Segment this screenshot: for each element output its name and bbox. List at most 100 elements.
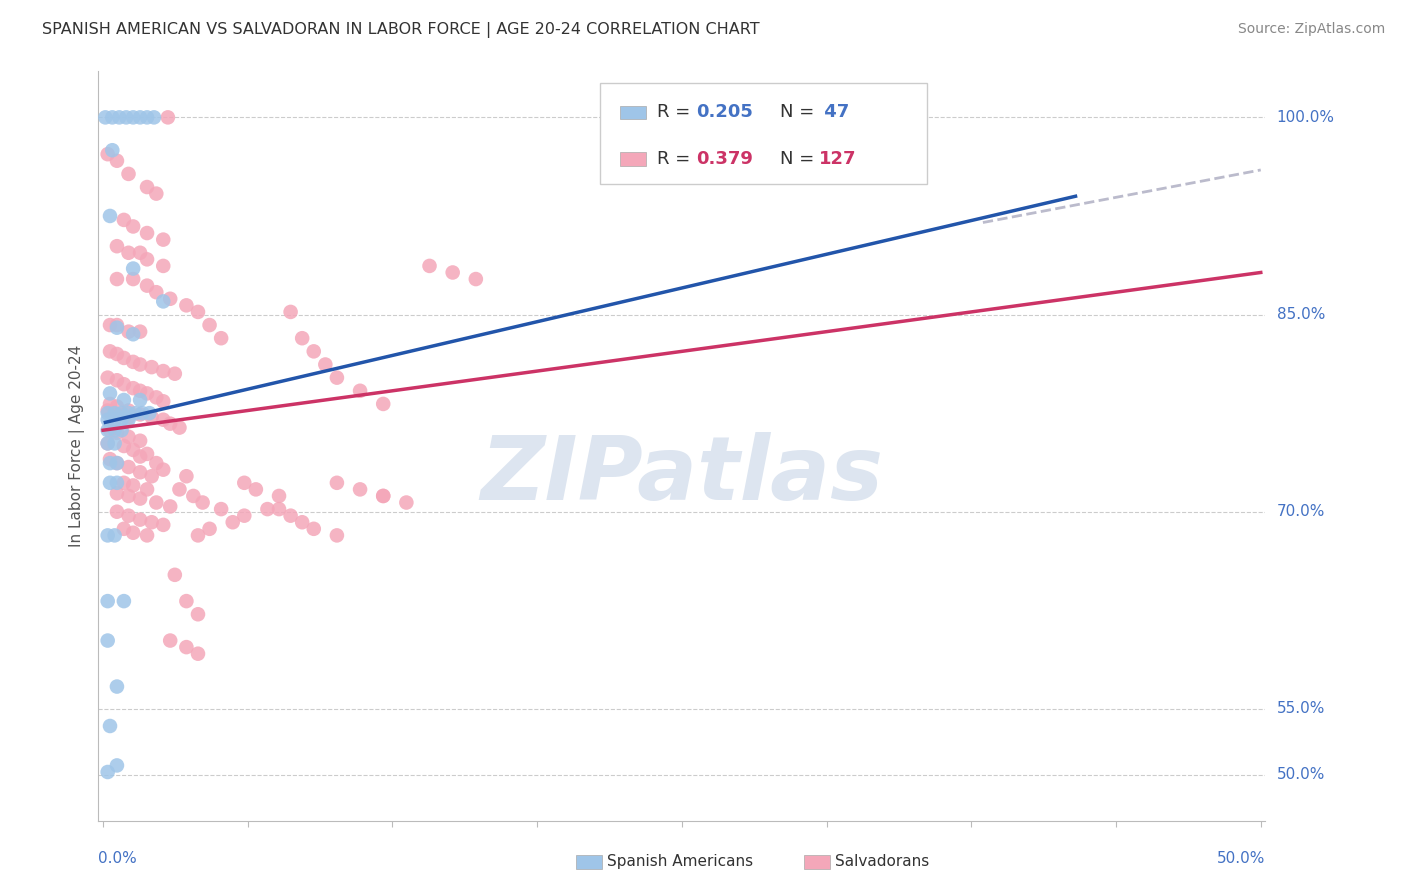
Point: [198, 318, 221, 332]
Text: 100.0%: 100.0%: [1277, 110, 1334, 125]
Point: [145, 495, 167, 509]
Point: [98, 719, 121, 733]
Point: [280, 508, 302, 523]
Point: [105, 475, 128, 490]
Text: Spanish Americans: Spanish Americans: [607, 855, 754, 869]
Point: [97, 633, 120, 648]
Point: [98, 318, 121, 332]
Point: [122, 355, 145, 369]
Point: [97, 370, 120, 384]
Point: [291, 515, 314, 529]
Point: [115, 111, 138, 125]
Text: 70.0%: 70.0%: [1277, 504, 1324, 519]
Point: [176, 594, 198, 608]
Point: [110, 423, 132, 437]
Point: [233, 508, 256, 523]
Text: 47: 47: [818, 103, 849, 121]
Point: [141, 515, 163, 529]
Point: [349, 384, 371, 398]
Text: 0.0%: 0.0%: [98, 851, 138, 866]
Point: [136, 180, 159, 194]
Point: [117, 410, 139, 425]
Point: [131, 406, 153, 420]
Point: [105, 486, 128, 500]
Point: [152, 259, 174, 273]
Point: [105, 456, 128, 470]
Text: 0.205: 0.205: [696, 103, 752, 121]
Point: [141, 410, 163, 425]
Point: [129, 384, 152, 398]
Point: [105, 408, 128, 422]
Text: R =: R =: [658, 150, 696, 169]
Point: [112, 522, 135, 536]
Point: [104, 423, 127, 437]
Point: [117, 167, 139, 181]
Text: Salvadorans: Salvadorans: [835, 855, 929, 869]
Point: [129, 111, 152, 125]
Point: [138, 406, 160, 420]
Point: [136, 252, 159, 267]
Point: [105, 456, 128, 470]
Point: [105, 680, 128, 694]
Point: [152, 413, 174, 427]
Point: [117, 489, 139, 503]
Point: [418, 259, 440, 273]
Point: [141, 469, 163, 483]
Point: [117, 460, 139, 475]
Point: [129, 491, 152, 506]
Point: [129, 245, 152, 260]
Point: [187, 647, 209, 661]
Point: [326, 528, 349, 542]
Bar: [620, 153, 645, 166]
Point: [105, 239, 128, 253]
Point: [145, 186, 167, 201]
Point: [183, 489, 205, 503]
Point: [145, 390, 167, 404]
Point: [152, 364, 174, 378]
Text: Source: ZipAtlas.com: Source: ZipAtlas.com: [1237, 22, 1385, 37]
Point: [129, 434, 152, 448]
Point: [105, 153, 128, 168]
Point: [441, 265, 464, 279]
Point: [105, 400, 128, 414]
Y-axis label: In Labor Force | Age 20-24: In Labor Force | Age 20-24: [69, 345, 86, 547]
Point: [136, 528, 159, 542]
Point: [94, 111, 117, 125]
Point: [136, 386, 159, 401]
Point: [141, 360, 163, 375]
Point: [159, 633, 181, 648]
Point: [112, 392, 135, 407]
Point: [156, 111, 179, 125]
Point: [117, 406, 139, 420]
Point: [117, 413, 139, 427]
Point: [117, 245, 139, 260]
Text: 50.0%: 50.0%: [1218, 851, 1265, 866]
Point: [136, 226, 159, 240]
Point: [280, 305, 302, 319]
Point: [110, 413, 132, 427]
Point: [326, 475, 349, 490]
Point: [98, 397, 121, 411]
Point: [152, 394, 174, 409]
Point: [373, 397, 395, 411]
Point: [122, 327, 145, 342]
Point: [159, 417, 181, 431]
Point: [349, 483, 371, 497]
Point: [105, 318, 128, 332]
Point: [152, 294, 174, 309]
Point: [176, 298, 198, 312]
Point: [302, 522, 325, 536]
Point: [97, 406, 120, 420]
Point: [145, 285, 167, 300]
Text: 55.0%: 55.0%: [1277, 701, 1324, 716]
Text: 50.0%: 50.0%: [1277, 767, 1324, 782]
Point: [191, 495, 214, 509]
Point: [122, 442, 145, 457]
Point: [104, 436, 127, 450]
Point: [159, 500, 181, 514]
Point: [152, 233, 174, 247]
Point: [104, 413, 127, 427]
Point: [97, 413, 120, 427]
Point: [117, 430, 139, 444]
Point: [233, 475, 256, 490]
